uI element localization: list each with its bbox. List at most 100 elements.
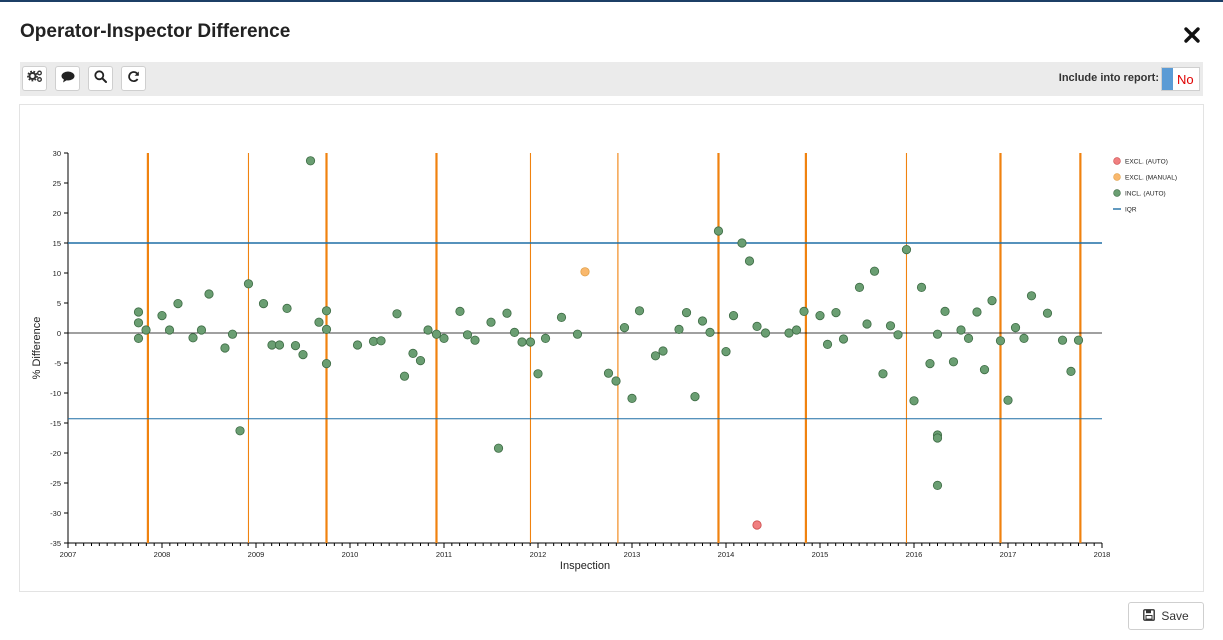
comment-button[interactable] <box>55 66 80 91</box>
data-point <box>204 289 214 299</box>
data-point <box>157 311 167 321</box>
y-tick-label: -15 <box>50 419 61 428</box>
data-point <box>164 325 175 335</box>
legend-marker <box>1113 157 1121 165</box>
data-point <box>627 393 637 403</box>
data-point <box>697 316 708 326</box>
data-point <box>227 329 238 339</box>
data-point <box>1057 335 1068 345</box>
x-tick-label: 2018 <box>1094 550 1111 559</box>
data-point <box>1010 323 1021 333</box>
data-point <box>502 308 512 318</box>
x-axis-label: Inspection <box>560 560 610 572</box>
x-tick-label: 2009 <box>248 550 265 559</box>
data-point <box>368 336 379 346</box>
data-point <box>1042 308 1053 318</box>
include-report-label: Include into report: <box>1058 72 1159 84</box>
refresh-button[interactable] <box>121 66 146 91</box>
data-point <box>298 350 308 360</box>
data-point <box>321 306 332 316</box>
data-point <box>470 335 480 345</box>
y-axis-label: % Difference <box>31 317 43 380</box>
data-point <box>925 359 935 369</box>
close-icon[interactable] <box>1181 24 1203 46</box>
data-point <box>690 391 700 402</box>
data-point <box>831 308 841 318</box>
refresh-icon <box>127 70 140 88</box>
y-tick-label: -35 <box>50 539 61 548</box>
x-tick-label: 2017 <box>1000 550 1017 559</box>
data-point <box>392 309 402 319</box>
data-point <box>282 303 292 313</box>
include-report-toggle[interactable]: No <box>1161 67 1200 91</box>
data-point <box>572 329 583 339</box>
floppy-disk-icon <box>1143 608 1156 624</box>
data-point <box>415 356 426 366</box>
data-point <box>486 317 496 327</box>
x-tick-label: 2015 <box>812 550 829 559</box>
y-tick-label: 10 <box>53 269 61 278</box>
data-point <box>869 266 880 276</box>
data-point <box>603 368 614 378</box>
data-point <box>713 226 724 236</box>
data-point <box>619 323 630 333</box>
y-tick-label: 30 <box>53 149 61 158</box>
comment-icon <box>61 70 75 88</box>
chart-panel: 30 25 20 15 10 5 0 -5 -10 -15 -20 -25 -30 -35 2007 2008… <box>19 104 1204 592</box>
data-point <box>290 341 301 351</box>
data-point <box>972 307 982 317</box>
data-point <box>1073 335 1084 345</box>
legend-label: IQR <box>1125 207 1137 214</box>
legend-label: EXCL. (MANUAL) <box>1125 175 1177 182</box>
data-point <box>462 330 473 340</box>
data-point <box>1026 291 1037 301</box>
dialog-title: Operator-Inspector Difference <box>20 21 291 42</box>
data-point <box>752 321 762 331</box>
data-point <box>517 337 527 347</box>
data-point <box>431 329 442 339</box>
data-point <box>533 369 543 379</box>
data-point <box>916 282 927 292</box>
data-point <box>173 299 183 309</box>
y-tick-label: -10 <box>50 389 61 398</box>
data-point <box>321 359 332 369</box>
data-point <box>979 364 990 375</box>
y-tick-label: 5 <box>57 299 61 308</box>
data-point <box>352 340 363 350</box>
x-tick-label: 2010 <box>342 550 359 559</box>
data-point <box>274 340 285 350</box>
data-point <box>141 325 151 335</box>
y-tick-label: -5 <box>54 359 61 368</box>
toolbar: Include into report: No <box>20 62 1203 96</box>
data-point <box>932 480 943 490</box>
include-report-value: No <box>1177 72 1194 87</box>
data-point <box>243 279 254 289</box>
data-point <box>525 337 536 347</box>
data-point <box>705 327 715 337</box>
legend-marker <box>1113 189 1121 197</box>
data-point <box>376 336 386 346</box>
data-point <box>1066 366 1076 376</box>
data-point <box>509 327 520 337</box>
data-point <box>1019 333 1029 343</box>
x-tick-label: 2012 <box>530 550 547 559</box>
data-point <box>321 324 332 334</box>
data-point <box>885 321 896 331</box>
data-point <box>956 325 966 335</box>
search-button[interactable] <box>88 66 113 91</box>
data-point <box>728 311 739 321</box>
data-point <box>893 330 903 340</box>
data-point <box>862 319 872 329</box>
x-tick-label: 2007 <box>60 550 77 559</box>
data-point <box>305 156 316 166</box>
x-tick-label: 2014 <box>718 550 735 559</box>
data-point <box>901 245 912 255</box>
y-tick-label: 15 <box>53 239 61 248</box>
data-point <box>878 369 888 379</box>
settings-button[interactable] <box>22 66 47 91</box>
save-button[interactable]: Save <box>1128 602 1204 630</box>
data-point <box>540 333 551 343</box>
data-point <box>439 333 449 343</box>
x-tick-label: 2011 <box>436 550 452 559</box>
data-point <box>838 334 849 344</box>
